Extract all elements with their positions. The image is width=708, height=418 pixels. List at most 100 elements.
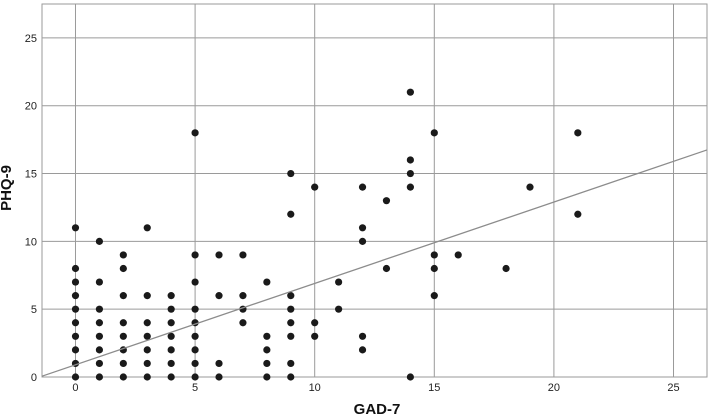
data-point: [119, 359, 127, 368]
data-point: [382, 197, 391, 205]
data-point: [502, 264, 510, 273]
data-point: [239, 319, 247, 327]
tick-labels: 0 5 10 15 20 25 0 5 10 15 20 25: [25, 33, 680, 394]
data-point: [358, 237, 367, 245]
y-tick-label: 20: [25, 101, 37, 113]
data-point: [311, 332, 319, 340]
data-point: [287, 292, 295, 300]
data-point: [287, 373, 295, 381]
data-point: [167, 305, 175, 313]
data-point: [406, 156, 414, 164]
data-point: [167, 319, 175, 327]
data-point: [119, 319, 127, 327]
data-point: [119, 264, 127, 273]
data-point: [406, 373, 414, 381]
data-point: [143, 359, 151, 368]
data-point: [287, 332, 295, 340]
x-tick-label: 15: [428, 382, 440, 394]
data-point: [143, 319, 151, 327]
data-point: [358, 346, 367, 354]
data-point: [239, 251, 247, 259]
data-point: [406, 183, 414, 191]
data-point: [215, 373, 223, 381]
data-point: [95, 278, 104, 286]
data-point: [454, 251, 462, 259]
y-tick-label: 5: [31, 304, 37, 316]
data-point: [119, 373, 127, 381]
data-point: [311, 319, 319, 327]
data-point: [215, 251, 223, 259]
x-tick-label: 20: [548, 382, 560, 394]
data-point: [95, 359, 104, 368]
plot-area-frame: [41, 3, 708, 378]
data-point: [167, 359, 175, 368]
x-tick-label: 25: [667, 382, 679, 394]
x-axis-title: GAD-7: [354, 401, 401, 418]
data-point: [191, 346, 199, 354]
data-point: [167, 332, 175, 340]
data-point: [526, 183, 534, 191]
data-point: [382, 264, 391, 273]
data-point: [71, 292, 80, 300]
y-tick-label: 25: [25, 33, 37, 45]
data-point: [263, 278, 271, 286]
data-point: [263, 332, 271, 340]
y-axis-title: PHQ-9: [0, 165, 15, 211]
data-point: [143, 346, 151, 354]
data-point: [143, 332, 151, 340]
data-point: [215, 292, 223, 300]
data-point: [95, 373, 104, 381]
y-tick-label: 10: [25, 236, 37, 248]
data-point: [287, 169, 295, 178]
data-point: [71, 224, 80, 232]
data-point: [71, 319, 80, 327]
data-point: [358, 183, 367, 191]
data-point: [119, 251, 127, 259]
data-point: [263, 359, 271, 368]
x-tick-label: 5: [192, 382, 198, 394]
data-point: [95, 237, 104, 245]
data-point: [71, 332, 80, 340]
data-point: [287, 210, 295, 218]
data-point: [574, 129, 582, 137]
y-tick-label: 0: [31, 372, 37, 384]
y-tick-label: 15: [25, 169, 37, 181]
data-point: [430, 251, 438, 259]
data-point: [143, 224, 151, 232]
data-point: [71, 278, 80, 286]
data-point: [167, 373, 175, 381]
data-point: [143, 292, 151, 300]
data-point: [287, 305, 295, 313]
data-point: [430, 129, 438, 137]
data-point: [191, 373, 199, 381]
data-point: [167, 346, 175, 354]
data-point: [191, 251, 199, 259]
data-point: [239, 292, 247, 300]
data-point: [287, 319, 295, 327]
data-point: [119, 332, 127, 340]
data-point: [71, 305, 80, 313]
data-point: [191, 129, 199, 137]
data-point: [406, 88, 414, 96]
data-point: [406, 169, 414, 178]
data-point: [95, 305, 104, 313]
x-tick-label: 0: [72, 382, 78, 394]
data-point: [95, 319, 104, 327]
data-point: [71, 264, 80, 273]
data-point: [191, 332, 199, 340]
data-point: [263, 373, 271, 381]
data-point: [358, 224, 367, 232]
data-point: [167, 292, 175, 300]
data-point: [119, 292, 127, 300]
x-tick-label: 10: [309, 382, 321, 394]
data-point: [71, 373, 80, 381]
data-point: [191, 278, 199, 286]
data-point: [430, 264, 438, 273]
data-point: [191, 359, 199, 368]
data-point: [358, 332, 367, 340]
data-point: [263, 346, 271, 354]
data-points: [71, 88, 582, 381]
data-point: [287, 359, 295, 368]
